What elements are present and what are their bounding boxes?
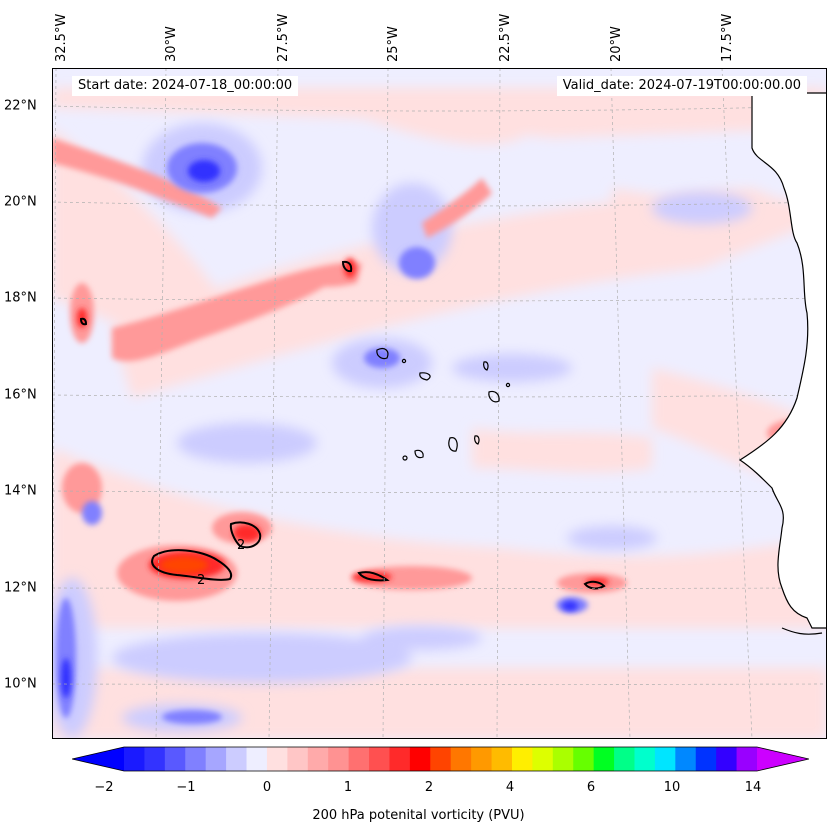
- colorbar-cell: [634, 747, 656, 771]
- lat-label: 14°N: [4, 483, 37, 499]
- colorbar-tick-label: 14: [744, 780, 762, 795]
- colorbar-tick-label: 2: [424, 780, 434, 795]
- colorbar-cell: [124, 747, 146, 771]
- colorbar-cell: [226, 747, 248, 771]
- cape-verde-islands: [376, 347, 511, 461]
- colorbar-cell: [491, 747, 513, 771]
- lon-label: 30°W: [164, 26, 179, 62]
- colorbar-cell: [164, 747, 186, 771]
- contour-line: [357, 571, 390, 582]
- strong-negative-field: [61, 160, 578, 698]
- lat-label: 16°N: [4, 387, 37, 403]
- colorbar-outline: [72, 746, 809, 772]
- valid-date-label: Valid_date: 2024-07-19T00:00:00.00: [556, 76, 807, 96]
- colorbar-tick-label: 0: [262, 780, 272, 795]
- contour-label: 2: [237, 538, 245, 553]
- colorbar-cell: [450, 747, 472, 771]
- colorbar-cell: [736, 747, 758, 771]
- colorbar-cell: [430, 747, 452, 771]
- colorbar-cell: [654, 747, 676, 771]
- colorbar-cell: [409, 747, 431, 771]
- contour-line: [583, 580, 606, 590]
- lat-label: 10°N: [4, 676, 37, 692]
- colorbar-cell: [511, 747, 533, 771]
- colorbar-cell: [593, 747, 615, 771]
- lat-label: 22°N: [4, 98, 37, 114]
- lat-label: 18°N: [4, 290, 37, 306]
- colorbar-cell: [389, 747, 411, 771]
- colorbar-tick-label: 4: [505, 780, 515, 795]
- colorbar-cell: [205, 747, 227, 771]
- colorbar-cell: [573, 747, 595, 771]
- colorbar-extend-high: [757, 747, 809, 771]
- colorbar-tick-label: 10: [663, 780, 681, 795]
- colorbar-cell: [246, 747, 268, 771]
- colorbar-cells: [72, 747, 809, 771]
- start-date-label: Start date: 2024-07-18_00:00:00: [72, 76, 299, 96]
- colorbar-cell: [716, 747, 738, 771]
- contour-line: [151, 549, 233, 581]
- pv-map-panel: 2 2: [52, 68, 827, 739]
- contour-line: [229, 521, 262, 549]
- contour-label: 2: [197, 573, 205, 588]
- colorbar-cell: [369, 747, 391, 771]
- colorbar-cell: [307, 747, 329, 771]
- peak-positive-field: [160, 557, 208, 573]
- colorbar-cell: [144, 747, 166, 771]
- colorbar-cell: [328, 747, 350, 771]
- colorbar-cell: [266, 747, 288, 771]
- colorbar: [72, 746, 809, 772]
- lon-label: 32.5°W: [54, 13, 69, 62]
- contour-line: [79, 317, 88, 326]
- pv-2-contours: [79, 260, 606, 590]
- colorbar-cell: [695, 747, 717, 771]
- lon-label: 27.5°W: [276, 13, 291, 62]
- colorbar-tick-label: −1: [176, 780, 196, 795]
- colorbar-tick-label: 1: [343, 780, 353, 795]
- colorbar-tick-label: 6: [586, 780, 596, 795]
- lon-label: 20°W: [609, 26, 624, 62]
- colorbar-cell: [532, 747, 554, 771]
- africa-landmass: [738, 92, 827, 635]
- colorbar-cell: [675, 747, 697, 771]
- colorbar-cell: [552, 747, 574, 771]
- contour-line: [341, 260, 353, 273]
- colorbar-extend-low: [72, 747, 124, 771]
- colorbar-cell: [471, 747, 493, 771]
- map-frame: [52, 68, 827, 739]
- colorbar-tick-label: −2: [94, 780, 114, 795]
- colorbar-cell: [185, 747, 207, 771]
- colorbar-title: 200 hPa potenital vorticity (PVU): [312, 808, 525, 823]
- lon-label: 22.5°W: [498, 13, 513, 62]
- colorbar-cell: [287, 747, 309, 771]
- colorbar-cell: [614, 747, 636, 771]
- lon-label: 25°W: [386, 26, 401, 62]
- colorbar-cell: [348, 747, 370, 771]
- light-positive-field: [52, 88, 827, 739]
- lat-label: 20°N: [4, 194, 37, 210]
- lat-label: 12°N: [4, 580, 37, 596]
- lon-label: 17.5°W: [720, 13, 735, 62]
